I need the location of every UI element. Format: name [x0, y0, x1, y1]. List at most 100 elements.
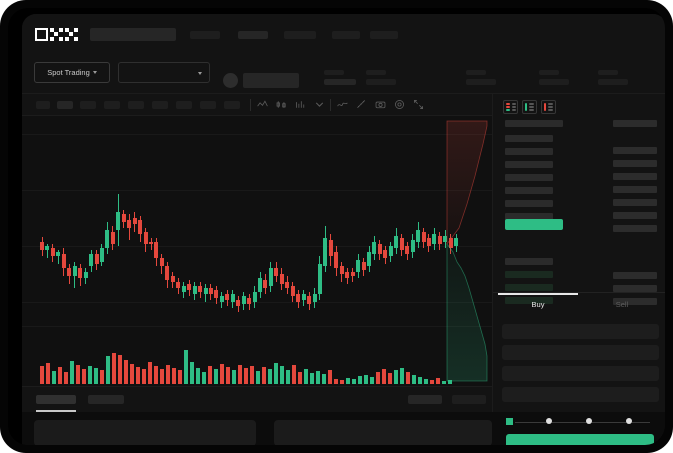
interval-button-8[interactable] [200, 101, 216, 109]
candlestick-series [22, 116, 492, 331]
okx-trading-app: Spot Trading [22, 14, 665, 445]
interval-button-7[interactable] [176, 101, 192, 109]
indicators-icon[interactable] [294, 98, 307, 111]
volume-histogram [22, 344, 492, 384]
volume-bar [334, 379, 338, 384]
volume-bar [124, 360, 128, 384]
volume-bar [388, 373, 392, 384]
camera-icon[interactable] [374, 98, 387, 111]
tab-order-history[interactable] [88, 395, 124, 404]
orders-tab-bar [22, 386, 492, 412]
orderbook-bid-price [505, 271, 553, 278]
volume-bar [370, 377, 374, 384]
interval-button-2[interactable] [57, 101, 73, 109]
order-amount-slider-area [492, 412, 665, 445]
slider-track[interactable] [510, 422, 650, 423]
orderbook-asks-icon[interactable] [541, 100, 556, 114]
nav-item-2[interactable] [238, 31, 268, 39]
bottom-panel-right[interactable] [274, 420, 492, 445]
volume-bar [394, 370, 398, 384]
spot-trading-dropdown[interactable]: Spot Trading [34, 62, 110, 83]
last-price-display [243, 73, 299, 88]
interval-button-3[interactable] [80, 101, 96, 109]
volume-bar [64, 372, 68, 384]
volume-bar [184, 350, 188, 384]
search-input[interactable] [90, 28, 176, 41]
interval-button-6[interactable] [152, 101, 168, 109]
settings-icon[interactable] [393, 98, 406, 111]
submit-buy-button[interactable] [506, 434, 654, 445]
okx-logo[interactable] [35, 28, 79, 41]
logo-glyph-o [35, 28, 48, 41]
slider-step-50[interactable] [586, 418, 592, 424]
orderbook-sidebar: Buy Sell [492, 94, 665, 412]
volume-bar [412, 375, 416, 384]
orderbook-ask-price [505, 135, 553, 142]
interval-button-4[interactable] [104, 101, 120, 109]
orderbook-ask-price [505, 161, 553, 168]
volume-bar [280, 366, 284, 384]
nav-item-5[interactable] [370, 31, 398, 39]
nav-item-1[interactable] [190, 31, 220, 39]
volume-bar [214, 369, 218, 384]
volume-bar [172, 368, 176, 384]
orderbook-bid-price [505, 297, 553, 304]
active-tab-underline [36, 410, 76, 412]
volume-bar [160, 369, 164, 384]
volume-bar [52, 371, 56, 384]
order-type-field[interactable] [502, 324, 659, 339]
slider-step-75[interactable] [626, 418, 632, 424]
total-field[interactable] [502, 387, 659, 402]
slider-step-25[interactable] [546, 418, 552, 424]
chart-gridlines [22, 116, 492, 386]
interval-button-1[interactable] [36, 101, 50, 109]
volume-bar [400, 368, 404, 384]
orderbook-bid-size [613, 298, 657, 305]
volume-bar [178, 370, 182, 384]
price-chart[interactable] [22, 116, 492, 386]
measure-icon[interactable] [355, 98, 368, 111]
chevron-down-icon [198, 72, 202, 75]
volume-bar [418, 377, 422, 384]
volume-bar [202, 372, 206, 384]
volume-bar [106, 356, 110, 384]
fullscreen-icon[interactable] [412, 98, 425, 111]
chart-type-dropdown-icon[interactable] [313, 98, 326, 111]
price-field[interactable] [502, 345, 659, 360]
orderbook-ask-price [505, 213, 553, 220]
tab-cancel-all[interactable] [452, 395, 486, 404]
amount-field[interactable] [502, 366, 659, 381]
tab-sell[interactable]: Sell [615, 300, 629, 309]
orderbook-bid-price [505, 258, 553, 265]
trading-pair-dropdown[interactable] [118, 62, 210, 83]
line-chart-icon[interactable] [256, 98, 269, 111]
orderbook-ask-size [613, 186, 657, 193]
top-navigation-bar [22, 14, 665, 52]
orderbook-bids-icon[interactable] [522, 100, 537, 114]
volume-bar [328, 370, 332, 384]
volume-bar [340, 380, 344, 384]
nav-item-4[interactable] [332, 31, 360, 39]
slider-handle[interactable] [504, 416, 515, 427]
orderbook-rows[interactable] [493, 118, 665, 305]
tab-open-orders[interactable] [36, 395, 76, 404]
interval-button-9[interactable] [224, 101, 240, 109]
orderbook-ask-size [613, 212, 657, 219]
tab-buy[interactable]: Buy [531, 300, 545, 309]
trend-line-icon[interactable] [336, 98, 349, 111]
nav-item-3[interactable] [284, 31, 316, 39]
stat-high [366, 70, 396, 85]
bottom-panel-left[interactable] [34, 420, 256, 445]
orderbook-bid-size [613, 272, 657, 279]
interval-button-5[interactable] [128, 101, 144, 109]
volume-bar [322, 374, 326, 384]
orderbook-ask-size [613, 199, 657, 206]
orderbook-ask-price [505, 200, 553, 207]
volume-bar [436, 378, 440, 384]
volume-bar [274, 363, 278, 384]
tab-hide-other-pairs[interactable] [408, 395, 442, 404]
candle-chart-icon[interactable] [275, 98, 288, 111]
orderbook-both-icon[interactable] [503, 100, 518, 114]
volume-bar [130, 364, 134, 384]
volume-bar [208, 366, 212, 384]
